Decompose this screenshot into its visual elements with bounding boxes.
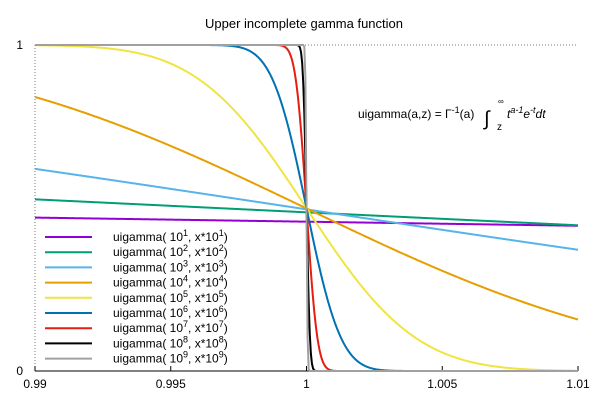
legend-entry-part: , x*10 [188, 276, 219, 290]
legend-entry-part: ) [224, 321, 228, 335]
legend-entry: uigamma( 107, x*107) [113, 319, 228, 335]
legend-entry-part: uigamma( 10 [113, 291, 183, 305]
legend-entry-part: ) [224, 306, 228, 320]
legend-entry-part: 6 [219, 304, 224, 314]
formula-upper-limit: ∞ [498, 97, 504, 106]
legend-entry: uigamma( 109, x*109) [113, 350, 228, 366]
legend-entry-part: ) [224, 291, 228, 305]
legend-entry: uigamma( 103, x*103) [113, 258, 228, 274]
formula-argument: (a) [460, 107, 475, 121]
formula-lower-limit: z [497, 122, 502, 133]
legend-entry-part: 6 [183, 304, 188, 314]
chart-title: Upper incomplete gamma function [205, 16, 403, 31]
legend-entry-part: , x*10 [188, 245, 219, 259]
legend-entry-part: ) [224, 230, 228, 244]
legend-entry-part: , x*10 [188, 291, 219, 305]
integral-sign-icon: ∫ [483, 108, 491, 130]
legend-entry-part: uigamma( 10 [113, 260, 183, 274]
legend-entry: uigamma( 108, x*108) [113, 334, 228, 350]
legend-entry-part: , x*10 [188, 306, 219, 320]
legend-entry-part: 9 [219, 350, 224, 360]
legend-entry-part: 8 [219, 334, 224, 344]
formula-text: uigamma(a,z) = Γ-1(a) [358, 105, 474, 121]
legend-entry-part: 2 [183, 243, 188, 253]
x-tick-label: 0.99 [23, 377, 47, 391]
legend-entry-part: uigamma( 10 [113, 352, 183, 366]
formula-exponent-a: a-1 [510, 105, 523, 115]
legend-entry-part: 5 [219, 289, 224, 299]
formula-lhs: uigamma(a,z) = Γ [358, 107, 452, 121]
x-tick-label: 1.01 [566, 377, 590, 391]
legend-entry-part: 8 [183, 334, 188, 344]
legend-entry-part: ) [224, 336, 228, 350]
legend-entry: uigamma( 101, x*101) [113, 228, 228, 244]
legend-entry-part: , x*10 [188, 230, 219, 244]
legend-entry-part: ) [224, 245, 228, 259]
x-tick-label: 1.005 [427, 377, 457, 391]
legend-entry-part: uigamma( 10 [113, 321, 183, 335]
formula-exponent-t: -t [530, 105, 536, 115]
formula-integrand: ta-1e-tdt [507, 105, 546, 121]
y-tick-label: 0 [16, 364, 23, 378]
legend-entry-part: , x*10 [188, 260, 219, 274]
legend-entry: uigamma( 105, x*105) [113, 289, 228, 305]
formula-t: t [507, 107, 511, 121]
legend-entry-part: ) [224, 260, 228, 274]
legend-entry-part: uigamma( 10 [113, 230, 183, 244]
legend-entry-part: ) [224, 352, 228, 366]
legend-entry-part: 4 [219, 274, 224, 284]
legend-entry-part: , x*10 [188, 336, 219, 350]
legend-entry-part: uigamma( 10 [113, 245, 183, 259]
series-lines [34, 44, 579, 372]
formula-dt: dt [536, 107, 547, 121]
formula-annotation: uigamma(a,z) = Γ-1(a) ∫ ∞ z ta-1e-tdt [358, 97, 546, 133]
legend-entry-part: 3 [219, 258, 224, 268]
legend-entry-part: 4 [183, 274, 188, 284]
formula-inverse-exponent: -1 [452, 105, 460, 115]
legend-entry-part: 7 [219, 319, 224, 329]
y-tick-label: 1 [16, 38, 23, 52]
x-tick-label: 1 [303, 377, 310, 391]
legend-entry-part: , x*10 [188, 321, 219, 335]
legend-entry-part: , x*10 [188, 352, 219, 366]
legend-entry-part: uigamma( 10 [113, 336, 183, 350]
legend-entry-part: 1 [219, 228, 224, 238]
legend-entry: uigamma( 106, x*106) [113, 304, 228, 320]
series-line [35, 44, 578, 372]
legend: uigamma( 101, x*101)uigamma( 102, x*102)… [45, 228, 228, 366]
legend-entry: uigamma( 102, x*102) [113, 243, 228, 259]
legend-entry-part: ) [224, 276, 228, 290]
legend-entry-part: uigamma( 10 [113, 276, 183, 290]
legend-entry-part: uigamma( 10 [113, 306, 183, 320]
legend-entry-part: 2 [219, 243, 224, 253]
x-tick-label: 0.995 [156, 377, 186, 391]
legend-entry-part: 3 [183, 258, 188, 268]
formula-e: e [523, 107, 530, 121]
legend-entry-part: 9 [183, 350, 188, 360]
legend-entry-part: 5 [183, 289, 188, 299]
legend-entry-part: 1 [183, 228, 188, 238]
legend-entry: uigamma( 104, x*104) [113, 274, 228, 290]
legend-entry-part: 7 [183, 319, 188, 329]
